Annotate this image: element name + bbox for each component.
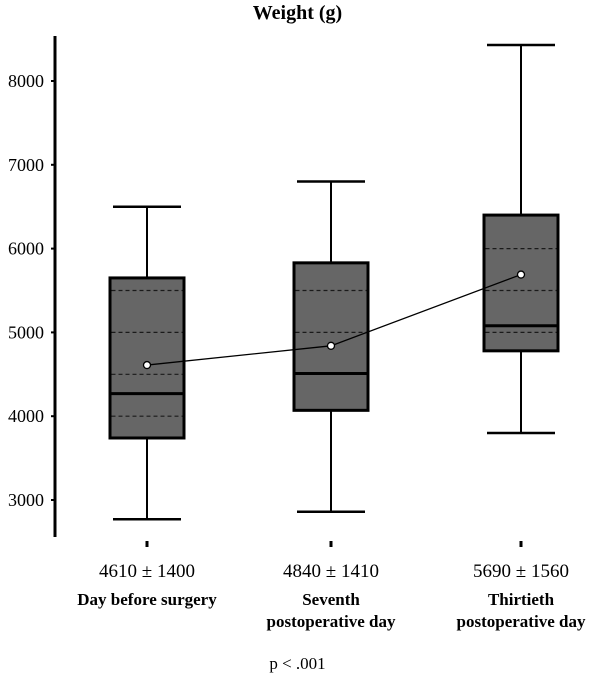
stat-label-seventh-day: 4840 ± 1410 <box>283 561 379 582</box>
p-value-footnote: p < .001 <box>269 654 326 673</box>
y-tick-label-8000: 8000 <box>8 71 44 91</box>
box-2 <box>482 213 560 353</box>
y-tick-label-4000: 4000 <box>8 406 44 426</box>
x-tick-2 <box>519 541 523 547</box>
y-tick-label-5000: 5000 <box>8 322 44 342</box>
y-tick-label-3000: 3000 <box>8 490 44 510</box>
mean-marker-1 <box>326 341 336 350</box>
chart-title: Weight (g) <box>252 2 343 24</box>
y-tick-label-7000: 7000 <box>8 155 44 175</box>
mean-marker-2 <box>516 270 526 279</box>
box-0 <box>108 276 186 440</box>
stat-label-day-before: 4610 ± 1400 <box>99 561 195 582</box>
mean-marker-0 <box>142 360 152 370</box>
y-tick-label-6000: 6000 <box>8 239 44 259</box>
x-tick-1 <box>329 541 333 547</box>
stat-label-thirtieth-day: 5690 ± 1560 <box>473 561 569 582</box>
x-tick-0 <box>145 541 149 547</box>
category-label-day-before: Day before surgery <box>77 590 217 609</box>
category-label-seventh-day: Seventh postoperative day <box>266 590 396 631</box>
category-label-thirtieth-day: Thirtieth postoperative day <box>456 590 586 631</box>
